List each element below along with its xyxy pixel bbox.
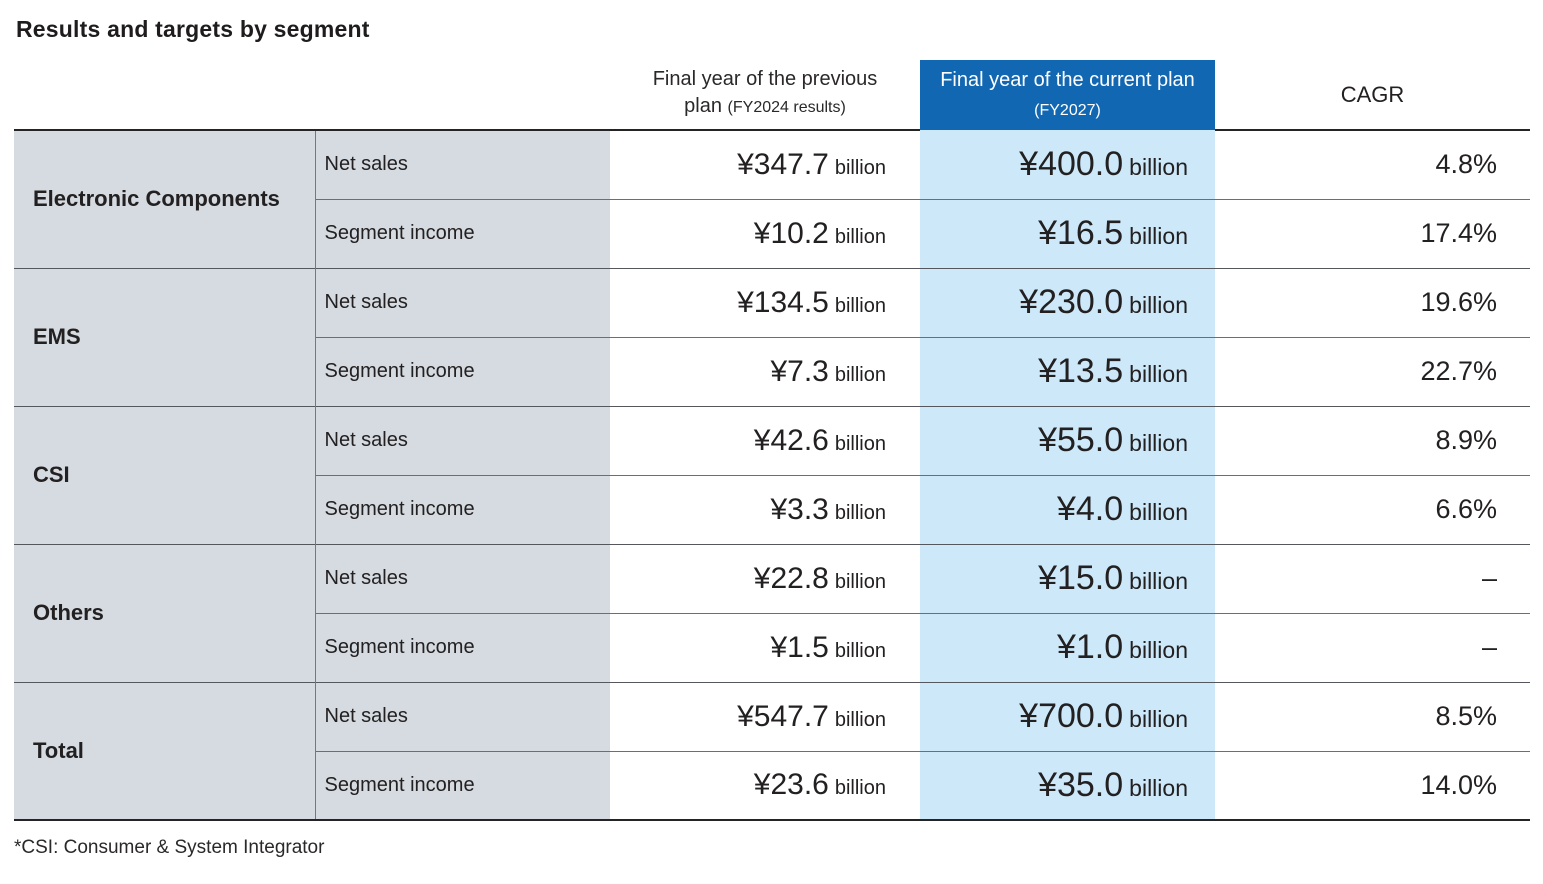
metric-cell: Segment income xyxy=(315,198,610,268)
cagr-value-cell: 8.5% xyxy=(1215,681,1530,751)
cagr-value-cell: 17.4% xyxy=(1215,198,1530,268)
table-row: CSI Net sales ¥42.6 billion ¥55.0 billion … xyxy=(14,405,1530,544)
table-row: Segment income ¥3.3 billion ¥4.0 billion 6… xyxy=(14,474,1530,544)
cagr-value-cell: 8.9% xyxy=(1215,405,1530,475)
current-plan-heading: Final year of the current plan (FY2027) xyxy=(940,69,1195,119)
current-plan-value-cell: ¥230.0 billion xyxy=(920,267,1215,337)
table-row: EMS Net sales ¥134.5 billion ¥230.0 billio… xyxy=(14,267,1530,406)
current-plan-value-cell: ¥16.5 billion xyxy=(920,198,1215,268)
cagr-value-cell: 4.8% xyxy=(1215,129,1530,199)
segment-name-cell: Total xyxy=(14,681,316,820)
segment-name-cell: Others xyxy=(14,543,316,682)
cagr-value-cell: 22.7% xyxy=(1215,336,1530,406)
previous-plan-value-cell: ¥547.7 billion xyxy=(610,681,920,751)
segment-results-table: Final year of the previous plan (FY2024 … xyxy=(14,60,1530,821)
table-row: Others Net sales ¥22.8 billion ¥15.0 billi… xyxy=(14,543,1530,682)
metric-cell: Net sales xyxy=(315,267,610,337)
header-cagr: CAGR xyxy=(1215,60,1530,131)
header-current-plan: Final year of the current plan (FY2027) xyxy=(920,60,1215,130)
metric-cell: Net sales xyxy=(315,543,610,613)
segment-name-cell: CSI xyxy=(14,405,316,544)
csi-footnote: *CSI: Consumer & System Integrator xyxy=(14,837,325,858)
current-plan-value-cell: ¥4.0 billion xyxy=(920,474,1215,544)
metric-cell: Segment income xyxy=(315,750,610,820)
current-plan-value-cell: ¥13.5 billion xyxy=(920,336,1215,406)
metric-cell: Net sales xyxy=(315,681,610,751)
cagr-value-cell: – xyxy=(1215,612,1530,682)
table-row: Segment income ¥7.3 billion ¥13.5 billion … xyxy=(14,336,1530,406)
metric-cell: Segment income xyxy=(315,612,610,682)
table-row: Total Net sales ¥547.7 billion ¥700.0 bill… xyxy=(14,681,1530,820)
previous-plan-value-cell: ¥7.3 billion xyxy=(610,336,920,406)
current-plan-value-cell: ¥700.0 billion xyxy=(920,681,1215,751)
header-empty-cell xyxy=(14,60,610,131)
previous-plan-value-cell: ¥10.2 billion xyxy=(610,198,920,268)
cagr-value-cell: 6.6% xyxy=(1215,474,1530,544)
current-plan-value-cell: ¥15.0 billion xyxy=(920,543,1215,613)
header-previous-plan: Final year of the previous plan (FY2024 … xyxy=(610,60,920,131)
current-plan-value-cell: ¥400.0 billion xyxy=(920,130,1215,199)
table-row: Segment income ¥1.5 billion ¥1.0 billion – xyxy=(14,612,1530,682)
previous-plan-value-cell: ¥134.5 billion xyxy=(610,267,920,337)
segment-name-cell: EMS xyxy=(14,267,316,406)
table-row: Electronic Components Net sales ¥347.7 bi… xyxy=(14,129,1530,268)
table-header-row: Final year of the previous plan (FY2024 … xyxy=(14,60,1530,131)
cagr-value-cell: – xyxy=(1215,543,1530,613)
previous-plan-value-cell: ¥3.3 billion xyxy=(610,474,920,544)
previous-plan-value-cell: ¥23.6 billion xyxy=(610,750,920,820)
metric-cell: Net sales xyxy=(315,405,610,475)
previous-plan-value-cell: ¥42.6 billion xyxy=(610,405,920,475)
cagr-value-cell: 19.6% xyxy=(1215,267,1530,337)
segment-name-cell: Electronic Components xyxy=(14,129,316,268)
previous-plan-value-cell: ¥347.7 billion xyxy=(610,129,920,199)
previous-plan-value-cell: ¥22.8 billion xyxy=(610,543,920,613)
metric-cell: Segment income xyxy=(315,474,610,544)
current-plan-value-cell: ¥35.0 billion xyxy=(920,750,1215,820)
page-title: Results and targets by segment xyxy=(16,16,370,42)
table-row: Segment income ¥10.2 billion ¥16.5 billion… xyxy=(14,198,1530,268)
metric-cell: Net sales xyxy=(315,129,610,199)
cagr-value-cell: 14.0% xyxy=(1215,750,1530,820)
table-row: Segment income ¥23.6 billion ¥35.0 billion… xyxy=(14,750,1530,820)
metric-cell: Segment income xyxy=(315,336,610,406)
current-plan-value-cell: ¥1.0 billion xyxy=(920,612,1215,682)
current-plan-value-cell: ¥55.0 billion xyxy=(920,405,1215,475)
previous-plan-heading: Final year of the previous plan (FY2024 … xyxy=(652,68,878,117)
previous-plan-value-cell: ¥1.5 billion xyxy=(610,612,920,682)
